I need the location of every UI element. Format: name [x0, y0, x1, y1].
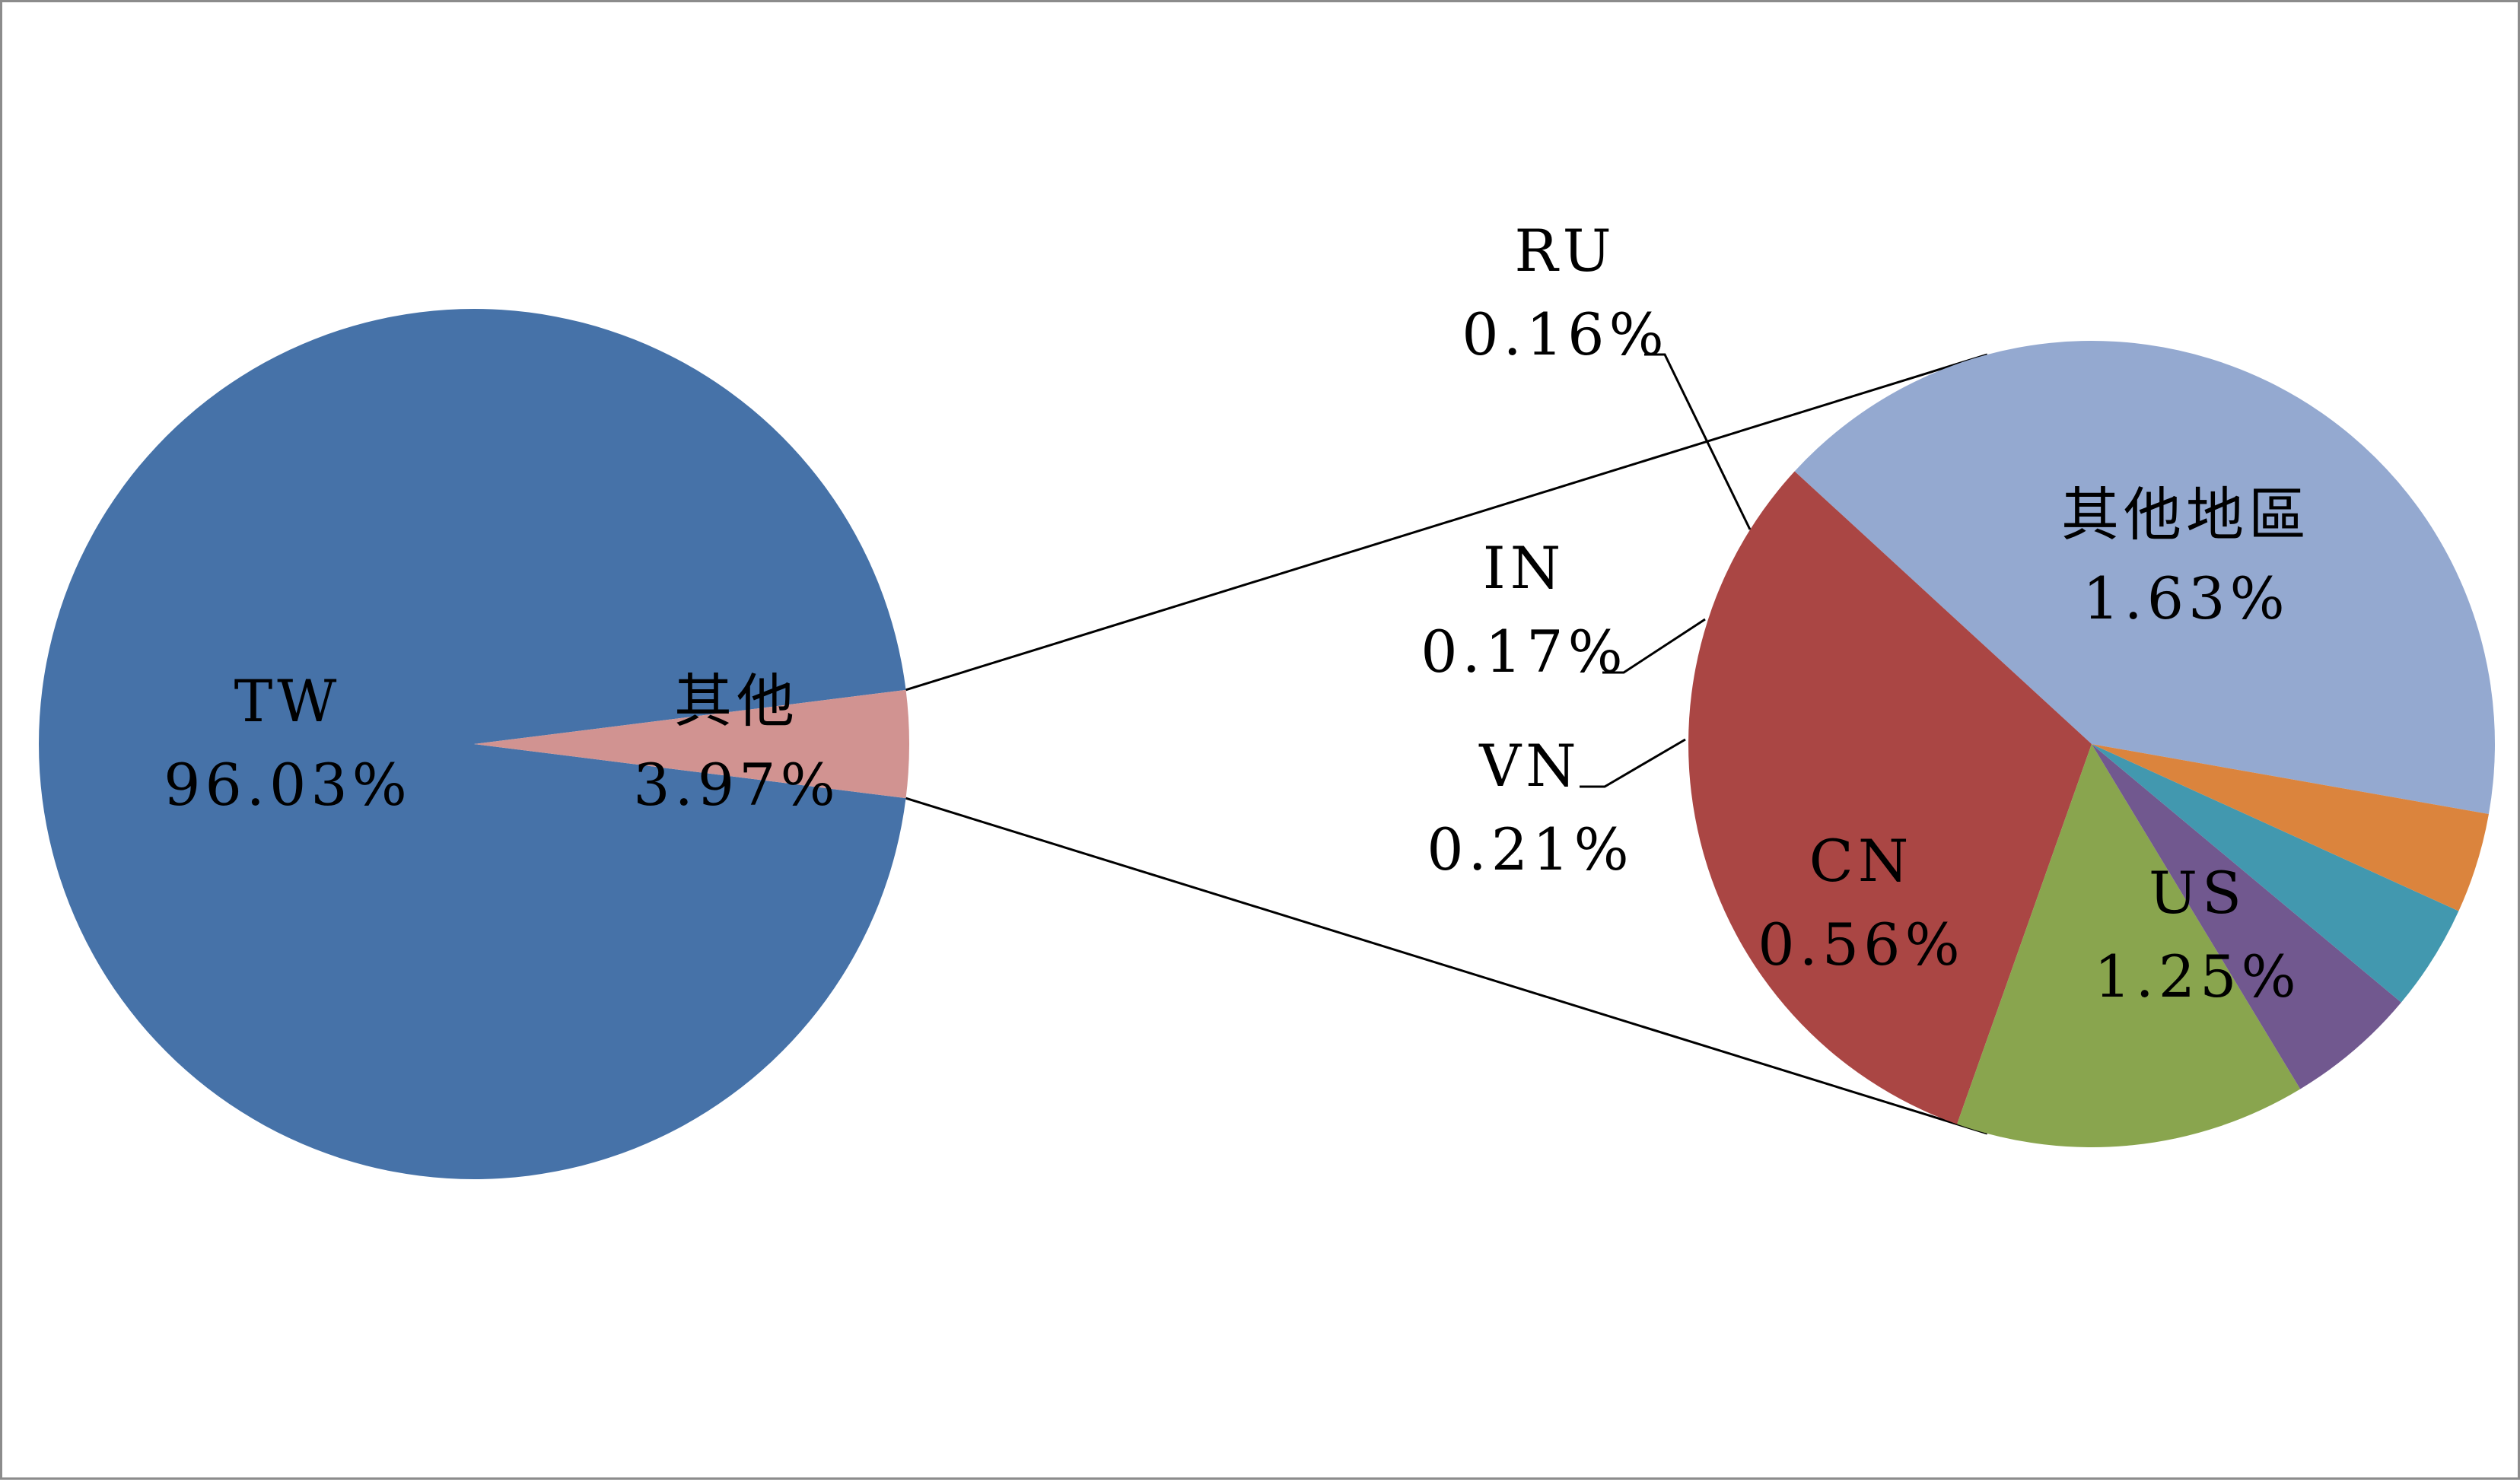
leader-lines: [1580, 353, 1752, 788]
breakdown-label-in: IN 0.17%: [1421, 534, 1627, 685]
breakdown-label-ru: RU 0.16%: [1462, 217, 1668, 368]
leader-line-vn: [1580, 738, 1686, 788]
connector-line-bottom: [905, 797, 1988, 1135]
leader-line-ru: [1644, 353, 1752, 530]
connector-lines: [905, 353, 1988, 1135]
breakdown-slice-us: [1688, 471, 2092, 1124]
main-slice-slice-1: [474, 689, 910, 799]
breakdown-slice-slice-0: [1794, 341, 2496, 815]
data-labels: TW 96.03% 其他 3.97% 其他地區 1.63% US 1.25% CN 0.56% VN…: [164, 217, 2311, 1010]
breakdown-label-vn: VN 0.21%: [1427, 732, 1633, 883]
main-slice-tw: [39, 309, 906, 1179]
main-pie: [39, 309, 910, 1179]
breakdown-label-cn: CN 0.56%: [1758, 827, 1964, 978]
connector-line-top: [905, 353, 1988, 692]
breakdown-label-slice-0: 其他地區 1.63%: [2061, 481, 2311, 632]
breakdown-pie: [1688, 341, 2496, 1147]
breakdown-slice-in: [2092, 744, 2459, 1003]
breakdown-slice-ru: [2092, 744, 2489, 911]
breakdown-slice-cn: [1957, 744, 2301, 1147]
main-label-tw: TW 96.03%: [164, 667, 412, 819]
breakdown-slice-vn: [2092, 744, 2401, 1089]
main-label-slice-1: 其他 3.97%: [633, 667, 839, 819]
leader-line-in: [1602, 618, 1706, 674]
breakdown-label-us: US 1.25%: [2094, 859, 2300, 1010]
